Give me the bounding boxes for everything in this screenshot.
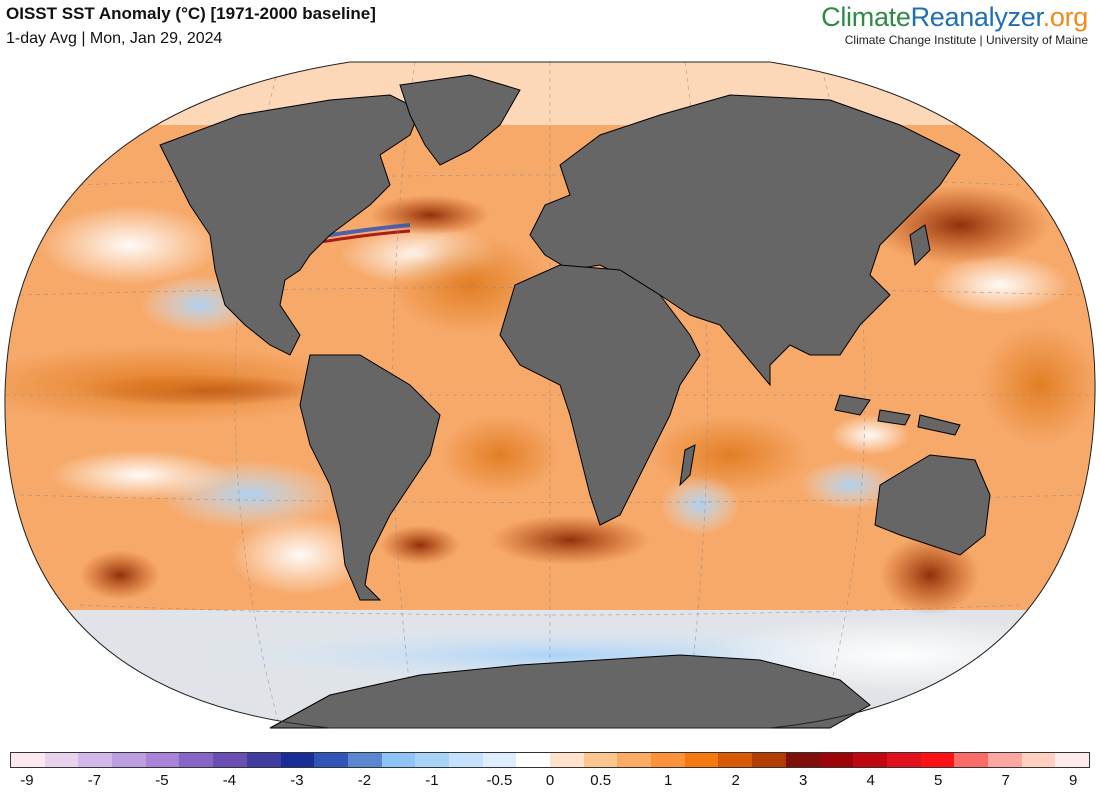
colorbar-segment bbox=[987, 753, 1022, 767]
colorbar bbox=[10, 752, 1090, 768]
colorbar-segment bbox=[684, 753, 719, 767]
colorbar-segment bbox=[246, 753, 281, 767]
colorbar-segment bbox=[516, 753, 550, 767]
colorbar-ticks: -9 -7 -5 -4 -3 -2 -1 -0.5 0 0.5 1 2 3 4 5 7 9 bbox=[10, 772, 1090, 792]
colorbar-segment bbox=[853, 753, 887, 767]
globe-outline bbox=[4, 61, 1096, 729]
colorbar-segment bbox=[314, 753, 348, 767]
colorbar-tick-label: -2 bbox=[357, 772, 372, 789]
land-masses bbox=[159, 74, 991, 729]
colorbar-tick-label: 3 bbox=[798, 772, 808, 789]
colorbar-segment bbox=[448, 753, 483, 767]
colorbar-segment bbox=[617, 753, 652, 767]
colorbar-tick-label: 4 bbox=[866, 772, 875, 789]
colorbar-tick-label: 9 bbox=[1068, 772, 1078, 789]
sst-anomaly-map bbox=[0, 55, 1100, 735]
colorbar-tick-label: -4 bbox=[222, 772, 237, 789]
colorbar-segment bbox=[785, 753, 820, 767]
colorbar-segment bbox=[213, 753, 247, 767]
colorbar-tick-label: 5 bbox=[933, 772, 943, 789]
colorbar-tick-label: 0.5 bbox=[590, 772, 612, 789]
colorbar-segment bbox=[112, 753, 146, 767]
colorbar-segment bbox=[819, 753, 854, 767]
brand-block: ClimateReanalyzer.org Climate Change Ins… bbox=[821, 2, 1088, 47]
land-australia bbox=[874, 454, 991, 556]
brand-logo[interactable]: ClimateReanalyzer.org bbox=[821, 2, 1088, 32]
colorbar-segment bbox=[78, 753, 113, 767]
colorbar-segment bbox=[1055, 753, 1089, 767]
world-map-svg bbox=[4, 61, 1096, 729]
colorbar-segment bbox=[482, 753, 517, 767]
colorbar-segment bbox=[347, 753, 382, 767]
land-greenland bbox=[399, 74, 521, 166]
brand-name-part3: .org bbox=[1042, 2, 1089, 32]
colorbar-tick-label: -5 bbox=[155, 772, 169, 789]
land-south-america bbox=[299, 354, 441, 601]
colorbar-segment bbox=[280, 753, 315, 767]
colorbar-segment bbox=[11, 753, 45, 767]
colorbar-segment bbox=[651, 753, 685, 767]
colorbar-segment bbox=[920, 753, 955, 767]
brand-tagline: Climate Change Institute | University of… bbox=[844, 33, 1088, 47]
colorbar-segment bbox=[381, 753, 416, 767]
colorbar-segment bbox=[44, 753, 79, 767]
colorbar-segment bbox=[583, 753, 618, 767]
colorbar-segment bbox=[752, 753, 786, 767]
colorbar-tick-label: 0 bbox=[545, 772, 555, 789]
colorbar-tick-label: -7 bbox=[87, 772, 102, 789]
colorbar-tick-label: -9 bbox=[20, 772, 34, 789]
brand-name-part2: Reanalyzer bbox=[910, 2, 1043, 32]
colorbar-tick-label: 7 bbox=[1001, 772, 1010, 789]
colorbar-segment bbox=[550, 753, 584, 767]
colorbar-tick-label: -0.5 bbox=[486, 772, 513, 789]
colorbar-legend: -9 -7 -5 -4 -3 -2 -1 -0.5 0 0.5 1 2 3 4 5 7 9 bbox=[10, 752, 1090, 792]
land-japan bbox=[909, 224, 931, 267]
colorbar-tick-label: 1 bbox=[663, 772, 673, 789]
land-africa bbox=[499, 264, 701, 526]
map-title: OISST SST Anomaly (°C) [1971-2000 baseli… bbox=[6, 4, 376, 23]
colorbar-segment bbox=[179, 753, 214, 767]
colorbar-segment bbox=[718, 753, 753, 767]
colorbar-segment bbox=[145, 753, 180, 767]
colorbar-segment bbox=[1021, 753, 1056, 767]
colorbar-segment bbox=[886, 753, 921, 767]
brand-name-part1: Climate bbox=[821, 2, 911, 32]
map-subtitle: 1-day Avg | Mon, Jan 29, 2024 bbox=[6, 30, 223, 47]
colorbar-segment bbox=[415, 753, 449, 767]
colorbar-tick-label: 2 bbox=[731, 772, 740, 789]
land-madagascar bbox=[679, 444, 696, 487]
colorbar-segment bbox=[954, 753, 988, 767]
colorbar-tick-label: -1 bbox=[425, 772, 439, 789]
land-indonesia bbox=[834, 394, 961, 436]
colorbar-tick-label: -3 bbox=[290, 772, 304, 789]
